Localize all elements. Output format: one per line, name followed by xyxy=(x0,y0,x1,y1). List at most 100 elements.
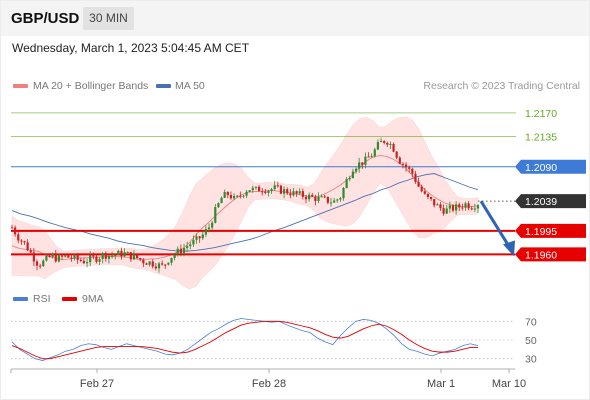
candle-body xyxy=(333,200,336,203)
candle xyxy=(439,202,442,211)
candle-body xyxy=(411,168,414,174)
candle xyxy=(173,252,176,261)
candle-body xyxy=(92,255,95,257)
candle xyxy=(170,257,173,266)
candle xyxy=(445,204,448,215)
header-bar: GBP/USD 30 MIN xyxy=(0,0,590,36)
ma20-legend-label: MA 20 + Bollinger Bands xyxy=(33,80,149,92)
candle xyxy=(367,152,370,158)
candle xyxy=(161,260,164,266)
rsi-tick-label: 30 xyxy=(525,354,537,366)
timeframe-badge[interactable]: 30 MIN xyxy=(83,7,134,30)
candle xyxy=(239,191,242,199)
candle xyxy=(73,253,76,261)
candle-body xyxy=(98,258,101,262)
candle xyxy=(129,251,132,262)
candle-body xyxy=(117,250,120,256)
candle xyxy=(176,246,179,257)
candle xyxy=(389,141,392,150)
candle xyxy=(114,254,117,260)
candle xyxy=(64,254,67,258)
ma20-legend-swatch xyxy=(13,84,28,88)
candle-body xyxy=(101,253,104,259)
level-tag-label: 1.1960 xyxy=(525,249,557,261)
forecast-arrowhead xyxy=(503,240,515,257)
candle xyxy=(383,140,386,145)
candle xyxy=(423,188,426,195)
candle-body xyxy=(39,265,42,267)
candle xyxy=(195,233,198,244)
candle-body xyxy=(32,252,35,262)
candle xyxy=(286,187,289,195)
candle-body xyxy=(226,192,229,196)
candle xyxy=(26,239,29,252)
candle-body xyxy=(401,163,405,165)
candle xyxy=(117,249,120,256)
candle-body xyxy=(192,239,195,245)
candle-body xyxy=(161,263,164,265)
candle xyxy=(264,188,267,195)
candle xyxy=(67,254,70,258)
level-1-2170: 1.2170 xyxy=(11,108,557,120)
candle xyxy=(279,184,283,195)
candle-body xyxy=(336,199,339,201)
candle-body xyxy=(273,185,276,190)
candle-body xyxy=(467,203,470,209)
candle xyxy=(354,167,358,174)
candle-body xyxy=(270,189,273,191)
candle-body xyxy=(182,248,186,254)
candle xyxy=(455,201,458,215)
rsi-panel: 30 50 70 xyxy=(11,316,537,366)
candle xyxy=(348,175,351,182)
candle-body xyxy=(311,194,314,197)
candle xyxy=(236,194,239,198)
candle xyxy=(336,198,339,203)
candle xyxy=(414,170,417,184)
level-tag xyxy=(515,223,586,238)
candle-body xyxy=(148,261,151,265)
candle xyxy=(364,152,367,169)
candle xyxy=(226,191,229,199)
candle-body xyxy=(145,263,148,265)
candle xyxy=(120,247,123,260)
candle-body xyxy=(67,255,70,258)
candle xyxy=(79,257,82,263)
candle xyxy=(370,153,373,158)
candle xyxy=(189,242,192,250)
candle-body xyxy=(458,204,461,208)
candle-body xyxy=(417,181,420,187)
candle xyxy=(295,190,298,197)
candle xyxy=(51,252,54,259)
candle xyxy=(345,176,348,189)
candle-body xyxy=(404,164,408,168)
candle xyxy=(251,185,254,193)
candle xyxy=(164,264,167,269)
candle xyxy=(417,177,420,188)
candle xyxy=(126,251,129,254)
candle xyxy=(476,204,480,213)
candle xyxy=(411,167,414,178)
candle xyxy=(351,168,354,179)
candle-body xyxy=(298,191,301,194)
candle-body xyxy=(220,197,223,204)
candle-body xyxy=(383,140,386,143)
candle-body xyxy=(179,248,182,254)
candle xyxy=(179,244,182,257)
candle xyxy=(45,253,48,262)
candle xyxy=(248,190,251,193)
candle-body xyxy=(295,191,298,194)
forecast-arrow-shaft xyxy=(479,200,511,248)
candle xyxy=(301,188,304,200)
candle-body xyxy=(370,156,373,158)
candle xyxy=(289,189,292,199)
candle-body xyxy=(358,162,361,169)
candle xyxy=(373,147,376,158)
candle xyxy=(404,162,408,172)
candle-body xyxy=(348,178,351,180)
candle-body xyxy=(473,208,476,210)
candle-body xyxy=(110,255,114,257)
candle xyxy=(157,261,161,273)
candle-body xyxy=(429,197,433,200)
candle xyxy=(314,194,317,206)
